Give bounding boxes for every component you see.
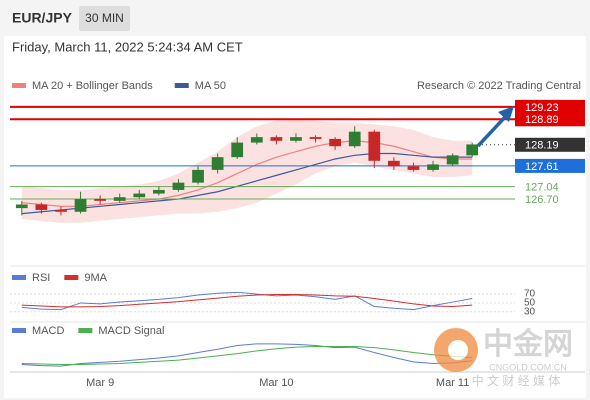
watermark: 中金网 CNGOLD.COM.CN 中 文 财 经 媒 体 <box>434 327 573 388</box>
x-tick-label: Mar 11 <box>436 377 469 389</box>
candle-body <box>133 193 146 198</box>
timeframe-button[interactable] <box>79 6 130 31</box>
level-box <box>515 137 585 152</box>
level-label: 128.89 <box>525 114 559 126</box>
candle-body <box>290 137 302 141</box>
forecast-arrowhead <box>498 106 514 122</box>
candle-body <box>153 189 165 194</box>
candle-body <box>172 182 185 190</box>
candle-body <box>250 137 263 143</box>
legend-swatch <box>12 275 26 280</box>
candle-body <box>15 204 28 209</box>
credit: Research © 2022 Trading Central <box>417 80 581 92</box>
y-tick-label: 70 <box>524 289 536 300</box>
candle-body <box>466 144 479 156</box>
level-box <box>515 99 585 114</box>
legend-label: MA 50 <box>195 80 226 92</box>
level-label: 128.19 <box>525 140 559 152</box>
indicator-line <box>21 291 473 311</box>
candle-body <box>231 142 244 158</box>
level-label: 127.61 <box>525 161 559 173</box>
legend-label: MACD Signal <box>98 325 164 337</box>
y-tick-label: 50 <box>524 298 536 309</box>
level-box <box>515 158 585 173</box>
candle-body <box>388 160 400 167</box>
candle-body <box>94 199 106 201</box>
ma-line <box>21 152 473 215</box>
candle-body <box>427 164 439 170</box>
timeframe[interactable]: 30 MIN <box>85 11 124 25</box>
candle-body <box>211 157 224 170</box>
x-tick-label: Mar 10 <box>259 377 293 389</box>
legend-swatch <box>12 83 26 88</box>
ma-line <box>21 140 473 207</box>
x-tick-label: Mar 9 <box>86 377 114 389</box>
candle-body <box>368 131 381 161</box>
y-tick-label: 30 <box>524 306 536 317</box>
legend-swatch <box>12 328 26 333</box>
candle-body <box>348 131 361 147</box>
candle-body <box>309 137 322 139</box>
watermark-logo <box>448 340 468 360</box>
legend-swatch <box>174 83 189 88</box>
indicator-line <box>21 294 473 308</box>
legend-swatch <box>64 275 79 280</box>
watermark-site: CNGOLD.COM.CN <box>489 362 567 372</box>
candle-body <box>113 197 126 201</box>
candle-body <box>74 199 87 212</box>
candle-body <box>407 166 420 170</box>
legend-label: RSI <box>32 272 50 284</box>
indicator-line <box>21 343 473 367</box>
timestamp: Friday, March 11, 2022 5:24:34 AM CET <box>12 39 243 54</box>
level-label: 127.04 <box>525 182 559 194</box>
level-label: 129.23 <box>525 102 559 114</box>
level-box <box>515 112 585 127</box>
candle-body <box>192 169 204 183</box>
watermark-tagline: 中 文 财 经 媒 体 <box>472 373 561 388</box>
candle-body <box>446 155 459 165</box>
candle-body <box>329 138 341 147</box>
candle-body <box>35 204 48 210</box>
legend-label: MACD <box>32 325 64 337</box>
indicator-line <box>21 346 473 366</box>
legend-label: 9MA <box>84 272 107 284</box>
forecast-arrow <box>476 114 508 148</box>
candle-body <box>55 209 67 212</box>
legend-swatch <box>78 328 93 333</box>
watermark-brand: 中金网 <box>483 327 573 361</box>
symbol: EUR/JPY <box>12 10 73 26</box>
level-label: 126.70 <box>525 194 559 206</box>
legend-label: MA 20 + Bollinger Bands <box>32 80 153 92</box>
candle-body <box>270 137 283 141</box>
